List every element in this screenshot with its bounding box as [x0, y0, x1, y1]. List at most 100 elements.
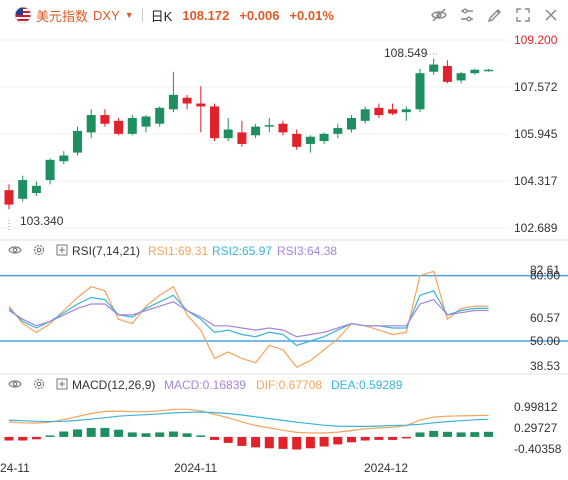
macd-histogram-bar [401, 436, 411, 439]
macd-axis-label: 0.29727 [514, 421, 558, 435]
indicator-box-icon[interactable] [56, 378, 68, 390]
candle-body [292, 133, 302, 147]
dropdown-icon[interactable]: ▼ [124, 10, 134, 20]
candle-body [429, 64, 439, 72]
macd-histogram-bar [415, 432, 425, 437]
macd-histogram-bar [31, 436, 41, 440]
us-flag-icon [14, 6, 32, 24]
candle-body [401, 109, 411, 113]
rsi-line-rsi1 [8, 270, 489, 368]
macd-histogram-bar [360, 436, 370, 441]
macd-histogram-bar [182, 433, 192, 437]
candle-body [319, 133, 329, 142]
low-annotation: 103.340 [20, 214, 64, 228]
candle-body [86, 115, 96, 133]
rsi-axis-label: 82.61 [530, 263, 560, 277]
candle-body [127, 117, 137, 134]
candle-body [305, 136, 315, 144]
eye-icon[interactable] [8, 380, 22, 388]
rsi3-legend: RSI3:64.38 [277, 244, 337, 258]
last-price: 108.172 [182, 7, 230, 23]
macd-histogram-bar [210, 436, 219, 440]
candlestick-series [4, 58, 493, 210]
x-axis-label: 2024-12 [364, 461, 408, 475]
candle-body [264, 125, 274, 127]
macd-histogram-bar [127, 432, 137, 437]
fullscreen-icon[interactable] [514, 6, 532, 24]
price-axis-label: 107.572 [514, 80, 558, 94]
macd-series [4, 408, 493, 450]
dif-legend: DIF:0.67708 [256, 378, 322, 392]
candle-body [470, 69, 480, 74]
macd-axis: 0.99812 0.29727 -0.40358 [514, 400, 562, 456]
chart-area: 109.200 107.572 105.945 104.317 102.689 108.… [0, 33, 568, 475]
macd-histogram-bar [264, 436, 274, 449]
candle-body [484, 69, 493, 72]
macd-histogram-bar [237, 436, 247, 446]
macd-histogram-bar [442, 431, 452, 437]
macd-histogram-bar [100, 427, 110, 437]
candle-body [251, 126, 261, 136]
gear-icon[interactable] [33, 244, 45, 256]
rsi-axis-label: 50.00 [530, 334, 560, 348]
price-axis-label: 109.200 [514, 33, 558, 47]
macd-histogram-bar [59, 431, 69, 437]
timeframe-label[interactable]: 日K [150, 8, 173, 24]
instrument-symbol[interactable]: DXY [93, 7, 120, 23]
macd-histogram-bar [456, 432, 466, 437]
indicator-box-icon[interactable] [56, 244, 68, 256]
x-axis-label: 2024-11 [174, 461, 217, 475]
macd-histogram-bar [45, 435, 55, 437]
macd-axis-label: 0.99812 [514, 400, 558, 414]
price-change: +0.006 [239, 7, 280, 23]
macd-histogram-bar [429, 430, 439, 437]
eye-icon[interactable] [8, 246, 22, 254]
macd-histogram-bar [168, 431, 178, 437]
x-axis-label: 24-11 [0, 461, 30, 475]
macd-histogram-bar [484, 431, 493, 437]
price-axis-label: 104.317 [514, 174, 558, 188]
candle-body [347, 117, 356, 130]
macd-histogram-bar [305, 436, 315, 449]
eye-off-icon[interactable] [430, 6, 448, 24]
draw-icon[interactable] [486, 6, 504, 24]
candle-body [45, 159, 55, 181]
price-axis: 109.200 107.572 105.945 104.317 102.689 [514, 33, 558, 235]
candle-body [114, 120, 124, 134]
rsi2-legend: RSI2:65.97 [212, 244, 272, 258]
macd-histogram-bar [374, 436, 384, 440]
price-axis-label: 105.945 [514, 127, 558, 141]
rsi-axis-label: 38.53 [530, 359, 560, 373]
candle-body [196, 103, 206, 107]
rsi-axis-label: 60.57 [530, 311, 560, 325]
macd-histogram-bar [251, 436, 261, 448]
candle-body [223, 129, 233, 139]
candle-body [73, 130, 82, 153]
macd-legend: MACD:0.16839 [164, 378, 246, 392]
close-icon[interactable] [542, 6, 560, 24]
rsi-header: RSI(7,14,21) RSI1:69.31 RSI2:65.97 RSI3:… [8, 244, 337, 258]
candle-body [100, 115, 110, 124]
dea-legend: DEA:0.59289 [331, 378, 403, 392]
rsi-axis-label: 80.00 [530, 269, 560, 283]
macd-title: MACD(12,26,9) [72, 378, 155, 392]
macd-histogram-bar [347, 436, 356, 443]
candle-body [442, 65, 452, 82]
candle-body [360, 109, 370, 121]
rsi-title: RSI(7,14,21) [72, 244, 140, 258]
candle-body [415, 73, 425, 110]
candle-body [18, 180, 28, 199]
macd-histogram-bar [155, 432, 165, 437]
candle-body [456, 73, 466, 81]
high-annotation: 108.549 [384, 46, 428, 60]
candle-body [141, 116, 151, 127]
chart-header: 美元指数 DXY ▼ 日K 108.172 +0.006 +0.01% [0, 0, 568, 30]
instrument-name[interactable]: 美元指数 [36, 8, 89, 24]
gear-icon[interactable] [33, 378, 45, 390]
macd-histogram-bar [18, 436, 28, 441]
price-change-pct: +0.01% [289, 7, 334, 23]
adjust-icon[interactable] [458, 6, 476, 24]
candle-body [210, 106, 219, 139]
candle-body [182, 97, 192, 104]
rsi1-legend: RSI1:69.31 [148, 244, 208, 258]
